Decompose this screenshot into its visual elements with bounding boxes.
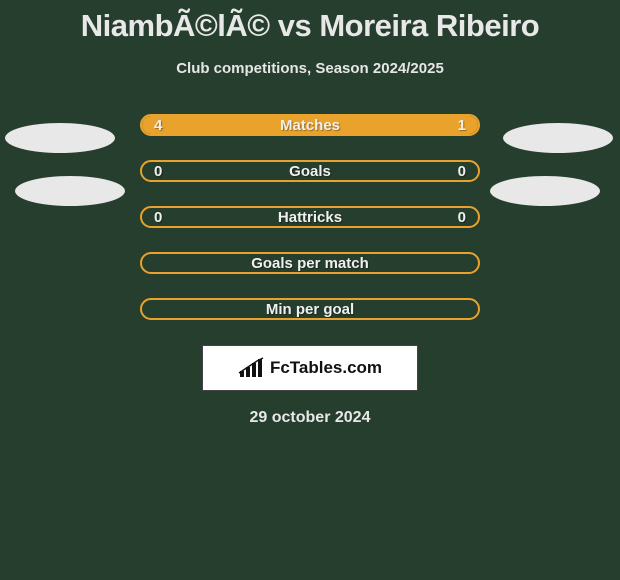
stat-bar: 00Hattricks (140, 206, 480, 228)
season-subtitle: Club competitions, Season 2024/2025 (0, 60, 620, 77)
stat-label: Goals (142, 163, 478, 180)
stat-row: 41Matches (0, 115, 620, 135)
branding-box[interactable]: FcTables.com (202, 345, 418, 391)
stat-label: Hattricks (142, 209, 478, 226)
stat-bar: 41Matches (140, 114, 480, 136)
stat-label: Matches (142, 117, 478, 134)
stat-row: 00Goals (0, 161, 620, 181)
stat-bar: 00Goals (140, 160, 480, 182)
page-title: NiambÃ©lÃ© vs Moreira Ribeiro (0, 0, 620, 44)
chart-icon (238, 357, 266, 379)
stat-bar: Goals per match (140, 252, 480, 274)
stat-bar: Min per goal (140, 298, 480, 320)
date-text: 29 october 2024 (0, 409, 620, 427)
stat-label: Goals per match (142, 255, 478, 272)
stat-row: Goals per match (0, 253, 620, 273)
stat-label: Min per goal (142, 301, 478, 318)
stat-row: 00Hattricks (0, 207, 620, 227)
branding-text: FcTables.com (270, 358, 382, 378)
stat-row: Min per goal (0, 299, 620, 319)
